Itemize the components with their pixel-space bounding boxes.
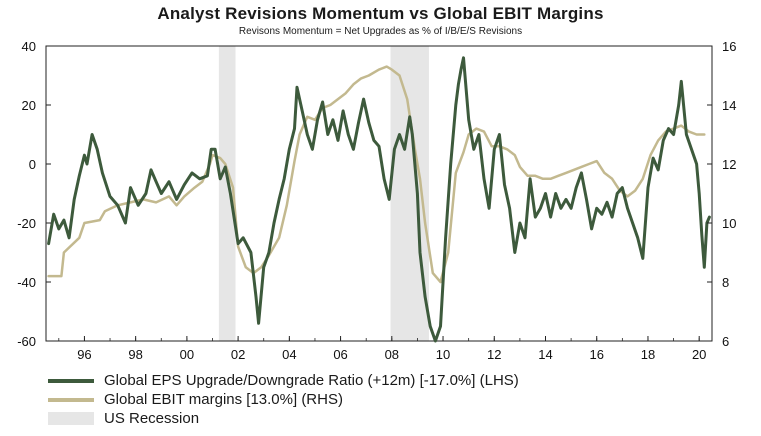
x-tick-label: 18 (641, 347, 655, 362)
line-chart: 96 98 00 02 04 06 08 10 12 14 16 18 20 40 20 0 -20 -40 -6… (17, 39, 736, 362)
y-left-tick-label: 40 (22, 39, 36, 54)
x-tick-label: 04 (282, 347, 296, 362)
legend-item-recession: US Recession (48, 409, 519, 428)
x-tick-label: 16 (589, 347, 603, 362)
y-left-tick-label: -40 (17, 275, 36, 290)
x-tick-label: 96 (77, 347, 91, 362)
legend-item-ebit-margins: Global EBIT margins [13.0%] (RHS) (48, 390, 519, 409)
x-tick-label: 08 (385, 347, 399, 362)
legend-swatch-ebit-margins (48, 397, 94, 402)
x-tick-label: 10 (436, 347, 450, 362)
legend: Global EPS Upgrade/Downgrade Ratio (+12m… (48, 371, 519, 428)
y-axis-right: 16 14 12 10 8 6 (707, 39, 736, 349)
series-line-eps-ratio (47, 56, 711, 343)
x-tick-label: 98 (128, 347, 142, 362)
y-right-tick-label: 14 (722, 98, 736, 113)
x-tick-label: 02 (231, 347, 245, 362)
recession-band-2 (390, 46, 429, 341)
x-tick-label: 06 (333, 347, 347, 362)
y-right-tick-label: 12 (722, 157, 736, 172)
legend-label-eps-ratio: Global EPS Upgrade/Downgrade Ratio (+12m… (104, 372, 519, 389)
y-right-tick-label: 16 (722, 39, 736, 54)
legend-swatch-eps-ratio (48, 378, 94, 383)
x-tick-label: 12 (487, 347, 501, 362)
series-lines (47, 56, 711, 343)
y-left-tick-label: -60 (17, 334, 36, 349)
y-left-tick-label: 20 (22, 98, 36, 113)
plot-frame (45, 45, 713, 342)
y-right-tick-label: 8 (722, 275, 729, 290)
legend-label-ebit-margins: Global EBIT margins [13.0%] (RHS) (104, 391, 343, 408)
legend-item-eps-ratio: Global EPS Upgrade/Downgrade Ratio (+12m… (48, 371, 519, 390)
chart-title: Analyst Revisions Momentum vs Global EBI… (157, 4, 604, 23)
recession-shading (218, 46, 429, 341)
series-line-ebit-margins (47, 65, 706, 284)
y-axis-left: 40 20 0 -20 -40 -60 (17, 39, 51, 349)
x-tick-label: 14 (538, 347, 552, 362)
x-tick-label: 20 (692, 347, 706, 362)
chart-subtitle: Revisons Momentum = Net Upgrades as % of… (238, 26, 523, 37)
legend-label-recession: US Recession (104, 410, 200, 427)
y-right-tick-label: 10 (722, 216, 736, 231)
x-tick-label: 00 (180, 347, 194, 362)
y-right-tick-label: 6 (722, 334, 729, 349)
x-axis: 96 98 00 02 04 06 08 10 12 14 16 18 20 (58, 336, 706, 362)
legend-swatch-recession (48, 412, 94, 425)
recession-band-1 (218, 46, 236, 341)
y-left-tick-label: -20 (17, 216, 36, 231)
y-left-tick-label: 0 (29, 157, 36, 172)
